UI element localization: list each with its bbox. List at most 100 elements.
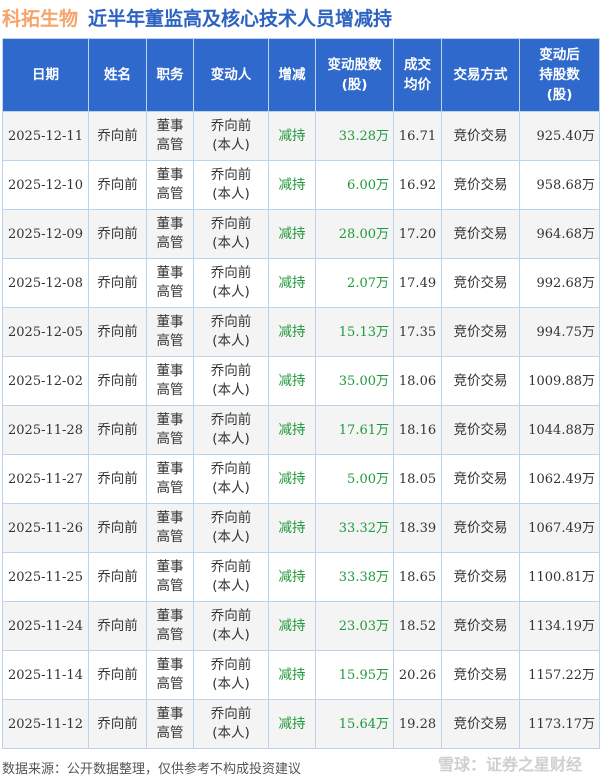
table-cell: 乔向前 bbox=[88, 699, 147, 749]
table-cell: 董事 高管 bbox=[146, 160, 194, 210]
table-row: 2025-11-24 乔向前 董事 高管 乔向前 (本人) 减持 23.03万 18.52 竞… bbox=[2, 601, 600, 651]
table-cell: 减持 bbox=[268, 111, 316, 161]
table-cell: 2025-11-26 bbox=[2, 503, 89, 553]
table-cell: 16.71 bbox=[393, 111, 442, 161]
table-cell: 竞价交易 bbox=[441, 503, 520, 553]
table-cell: 减持 bbox=[268, 160, 316, 210]
table-cell: 33.38万 bbox=[315, 552, 394, 602]
table-cell: 乔向前 bbox=[88, 356, 147, 406]
column-header: 变动股数 (股) bbox=[315, 38, 394, 112]
table-cell: 18.05 bbox=[393, 454, 442, 504]
data-source-note: 数据来源：公开数据整理，仅供参考不构成投资建议 bbox=[2, 762, 302, 777]
table-cell: 2025-12-02 bbox=[2, 356, 89, 406]
table-cell: 乔向前 bbox=[88, 307, 147, 357]
table-cell: 15.13万 bbox=[315, 307, 394, 357]
page-title: 科拓生物 近半年董监高及核心技术人员增减持 bbox=[2, 4, 392, 31]
table-cell: 董事 高管 bbox=[146, 552, 194, 602]
table-cell: 1044.88万 bbox=[519, 405, 600, 455]
table-cell: 减持 bbox=[268, 356, 316, 406]
table-cell: 23.03万 bbox=[315, 601, 394, 651]
table-cell: 乔向前 bbox=[88, 209, 147, 259]
table-cell: 董事 高管 bbox=[146, 699, 194, 749]
table-cell: 乔向前 (本人) bbox=[193, 503, 269, 553]
table-cell: 董事 高管 bbox=[146, 209, 194, 259]
table-cell: 乔向前 bbox=[88, 650, 147, 700]
table-cell: 竞价交易 bbox=[441, 552, 520, 602]
table-cell: 董事 高管 bbox=[146, 258, 194, 308]
table-cell: 2025-12-08 bbox=[2, 258, 89, 308]
table-cell: 减持 bbox=[268, 503, 316, 553]
table-cell: 乔向前 (本人) bbox=[193, 405, 269, 455]
table-cell: 乔向前 bbox=[88, 160, 147, 210]
table-cell: 1157.22万 bbox=[519, 650, 600, 700]
table-cell: 减持 bbox=[268, 454, 316, 504]
column-header: 变动后 持股数 (股) bbox=[519, 38, 600, 112]
table-cell: 乔向前 bbox=[88, 503, 147, 553]
table-cell: 减持 bbox=[268, 699, 316, 749]
table-header: 日期 姓名 职务 变动人 增减 变动股数 (股) 成交 均价 交易方式 变动后 持股数 (股) bbox=[2, 38, 600, 112]
table-cell: 董事 高管 bbox=[146, 601, 194, 651]
table-cell: 乔向前 (本人) bbox=[193, 356, 269, 406]
table-cell: 乔向前 bbox=[88, 601, 147, 651]
column-header: 姓名 bbox=[88, 38, 147, 112]
table-cell: 17.35 bbox=[393, 307, 442, 357]
table-cell: 16.92 bbox=[393, 160, 442, 210]
table-cell: 董事 高管 bbox=[146, 454, 194, 504]
table-cell: 竞价交易 bbox=[441, 699, 520, 749]
table-cell: 925.40万 bbox=[519, 111, 600, 161]
column-header: 日期 bbox=[2, 38, 89, 112]
table-cell: 18.06 bbox=[393, 356, 442, 406]
table-cell: 994.75万 bbox=[519, 307, 600, 357]
table-cell: 竞价交易 bbox=[441, 160, 520, 210]
table-cell: 2025-12-05 bbox=[2, 307, 89, 357]
table-cell: 2025-12-10 bbox=[2, 160, 89, 210]
table-row: 2025-12-05 乔向前 董事 高管 乔向前 (本人) 减持 15.13万 17.35 竞… bbox=[2, 307, 600, 357]
table-row: 2025-11-28 乔向前 董事 高管 乔向前 (本人) 减持 17.61万 18.16 竞… bbox=[2, 405, 600, 455]
column-header: 变动人 bbox=[193, 38, 269, 112]
table-cell: 董事 高管 bbox=[146, 650, 194, 700]
table-row: 2025-11-25 乔向前 董事 高管 乔向前 (本人) 减持 33.38万 18.65 竞… bbox=[2, 552, 600, 602]
table-cell: 15.95万 bbox=[315, 650, 394, 700]
table-cell: 992.68万 bbox=[519, 258, 600, 308]
table-cell: 乔向前 (本人) bbox=[193, 307, 269, 357]
table-cell: 减持 bbox=[268, 405, 316, 455]
table-cell: 乔向前 (本人) bbox=[193, 601, 269, 651]
table-cell: 15.64万 bbox=[315, 699, 394, 749]
table-cell: 6.00万 bbox=[315, 160, 394, 210]
table-row: 2025-12-08 乔向前 董事 高管 乔向前 (本人) 减持 2.07万 17.49 竞价… bbox=[2, 258, 600, 308]
column-header: 成交 均价 bbox=[393, 38, 442, 112]
table-cell: 28.00万 bbox=[315, 209, 394, 259]
table-row: 2025-11-14 乔向前 董事 高管 乔向前 (本人) 减持 15.95万 20.26 竞… bbox=[2, 650, 600, 700]
table-cell: 18.39 bbox=[393, 503, 442, 553]
table-cell: 竞价交易 bbox=[441, 405, 520, 455]
table-cell: 乔向前 (本人) bbox=[193, 454, 269, 504]
table-cell: 减持 bbox=[268, 209, 316, 259]
table-cell: 乔向前 (本人) bbox=[193, 258, 269, 308]
table-row: 2025-11-26 乔向前 董事 高管 乔向前 (本人) 减持 33.32万 18.39 竞… bbox=[2, 503, 600, 553]
table-cell: 减持 bbox=[268, 258, 316, 308]
table-cell: 17.61万 bbox=[315, 405, 394, 455]
table-cell: 竞价交易 bbox=[441, 650, 520, 700]
table-cell: 董事 高管 bbox=[146, 111, 194, 161]
table-row: 2025-11-27 乔向前 董事 高管 乔向前 (本人) 减持 5.00万 18.05 竞价… bbox=[2, 454, 600, 504]
table-cell: 减持 bbox=[268, 552, 316, 602]
table-cell: 董事 高管 bbox=[146, 405, 194, 455]
table-cell: 董事 高管 bbox=[146, 307, 194, 357]
column-header: 交易方式 bbox=[441, 38, 520, 112]
table-row: 2025-11-12 乔向前 董事 高管 乔向前 (本人) 减持 15.64万 19.28 竞… bbox=[2, 699, 600, 749]
table-cell: 2.07万 bbox=[315, 258, 394, 308]
table-cell: 乔向前 bbox=[88, 111, 147, 161]
table-cell: 乔向前 bbox=[88, 552, 147, 602]
table-cell: 33.28万 bbox=[315, 111, 394, 161]
table-cell: 1062.49万 bbox=[519, 454, 600, 504]
table-cell: 董事 高管 bbox=[146, 356, 194, 406]
table-cell: 减持 bbox=[268, 601, 316, 651]
table-cell: 35.00万 bbox=[315, 356, 394, 406]
table-cell: 竞价交易 bbox=[441, 307, 520, 357]
table-cell: 乔向前 (本人) bbox=[193, 160, 269, 210]
table-cell: 竞价交易 bbox=[441, 111, 520, 161]
table-cell: 2025-11-27 bbox=[2, 454, 89, 504]
table-subtitle: 近半年董监高及核心技术人员增减持 bbox=[88, 8, 393, 30]
table-cell: 18.52 bbox=[393, 601, 442, 651]
table-cell: 2025-11-28 bbox=[2, 405, 89, 455]
